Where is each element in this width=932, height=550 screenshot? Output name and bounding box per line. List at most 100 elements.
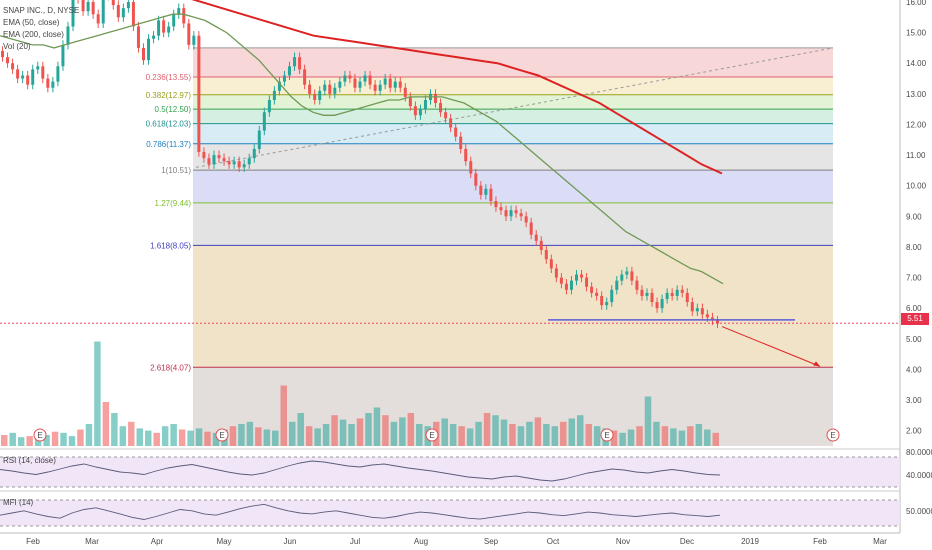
fib-zone: [193, 123, 833, 144]
candle-body: [303, 69, 307, 85]
volume-bar: [365, 413, 372, 446]
volume-bar: [246, 421, 254, 446]
candle-body: [605, 302, 609, 306]
candle-body: [469, 161, 473, 174]
volume-bar: [212, 432, 220, 446]
candle-body: [71, 0, 75, 27]
earnings-marker: [425, 428, 439, 442]
candle-body: [554, 268, 558, 278]
volume-bar: [509, 424, 516, 446]
mfi-line: [0, 503, 721, 520]
candle-body: [705, 314, 709, 318]
candle-body: [524, 216, 528, 223]
candle-body: [685, 292, 689, 303]
candle-body: [298, 57, 302, 70]
candle-body: [202, 152, 206, 159]
candle-body: [529, 222, 533, 235]
candle-body: [141, 47, 145, 61]
earnings-marker: [600, 428, 614, 442]
candle-body: [459, 136, 463, 149]
volume-bar: [128, 421, 135, 446]
volume-bar: [280, 385, 287, 446]
earnings-marker-label: E: [830, 431, 835, 440]
candle-body: [670, 292, 674, 296]
candle-body: [177, 8, 181, 15]
volume-bar: [390, 421, 398, 446]
candle-body: [187, 23, 191, 45]
volume-bar: [77, 429, 84, 446]
x-tick-label: May: [216, 537, 231, 546]
candle-body: [575, 274, 579, 281]
volume-bar: [43, 435, 50, 446]
candle-body: [318, 90, 322, 100]
fib-zone: [193, 170, 833, 203]
candle-body: [373, 84, 377, 91]
candle-body: [549, 259, 553, 269]
candle-body: [449, 118, 453, 128]
candle-body: [192, 35, 196, 45]
candle-body: [116, 5, 120, 18]
candle-body: [423, 99, 427, 110]
candle-body: [474, 173, 478, 186]
fib-zone: [193, 245, 833, 368]
candle-body: [444, 112, 448, 119]
x-tick-label: 2019: [741, 537, 759, 546]
candle-body: [11, 63, 15, 70]
candle-body: [715, 320, 719, 324]
candle-body: [272, 90, 276, 100]
candle-body: [338, 81, 342, 88]
volume-bar: [551, 426, 559, 446]
volume-bar: [356, 418, 364, 446]
fib-level-label: 0.786(11.37): [146, 140, 191, 149]
candle-body: [222, 158, 226, 162]
candle-body: [333, 87, 337, 94]
candle-body: [323, 84, 327, 91]
volume-bar: [610, 430, 618, 446]
candle-body: [650, 292, 654, 303]
candle-body: [66, 26, 70, 45]
volume-bar: [678, 430, 686, 446]
volume-bar: [229, 426, 237, 446]
volume-bar: [136, 428, 143, 446]
candle-body: [308, 84, 312, 94]
candle-body: [237, 161, 241, 168]
candle-body: [418, 109, 422, 116]
candle-body: [710, 317, 714, 321]
mfi-title: MFI (14): [3, 498, 34, 507]
candle-body: [690, 302, 694, 312]
volume-bar: [153, 432, 160, 446]
fib-zone: [193, 202, 833, 246]
x-tick-label: Apr: [151, 537, 164, 546]
volume-bar: [255, 427, 262, 446]
candle-body: [348, 75, 352, 79]
projection-arrowhead: [813, 361, 820, 367]
volume-bar: [458, 426, 465, 446]
volume-bar: [322, 424, 330, 446]
candle-body: [147, 38, 151, 61]
volume-bar: [102, 402, 110, 446]
candle-body: [358, 81, 362, 88]
candle-body: [403, 87, 407, 97]
volume-bar: [619, 432, 626, 446]
volume-bar: [297, 413, 304, 446]
candle-body: [509, 210, 513, 217]
candle-body: [343, 75, 347, 82]
volume-bar: [627, 429, 635, 446]
y-tick-label: 8.00: [906, 243, 922, 252]
candle-body: [182, 8, 186, 24]
candle-body: [21, 75, 25, 79]
volume-bar: [492, 415, 499, 446]
volume-bar: [305, 426, 313, 446]
candle-body: [534, 234, 538, 241]
volume-bar: [195, 428, 203, 446]
candle-body: [378, 84, 382, 91]
candle-body: [630, 271, 634, 281]
candle-body: [101, 0, 105, 24]
x-tick-label: Nov: [616, 537, 630, 546]
y-tick-label: 9.00: [906, 212, 922, 221]
candle-body: [569, 280, 573, 290]
volume-bar: [9, 432, 16, 446]
candle-body: [16, 69, 20, 79]
volume-bar: [560, 421, 567, 446]
